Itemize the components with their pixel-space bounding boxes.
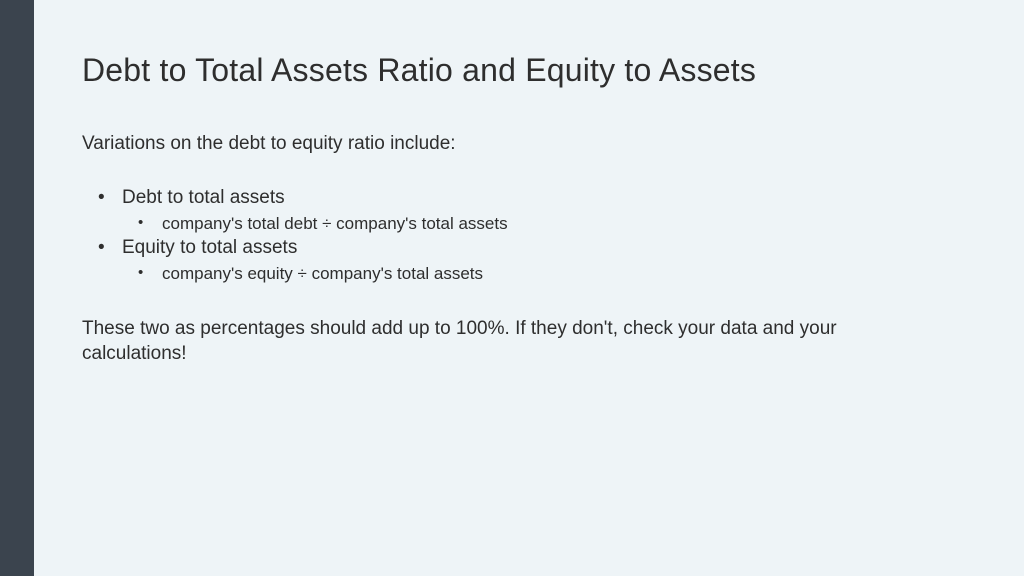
slide-title: Debt to Total Assets Ratio and Equity to… [82, 52, 964, 89]
bullet-list: Debt to total assets company's total deb… [82, 185, 964, 286]
slide-content: Debt to Total Assets Ratio and Equity to… [34, 0, 1024, 576]
sub-bullet-list: company's total debt ÷ company's total a… [122, 212, 964, 236]
sub-bullet-list: company's equity ÷ company's total asset… [122, 262, 964, 286]
bullet-item: Equity to total assets company's equity … [110, 235, 964, 285]
closing-text: These two as percentages should add up t… [82, 316, 902, 367]
sub-bullet-item: company's equity ÷ company's total asset… [150, 262, 964, 286]
bullet-label: Debt to total assets [122, 187, 285, 208]
intro-text: Variations on the debt to equity ratio i… [82, 133, 964, 155]
sub-bullet-item: company's total debt ÷ company's total a… [150, 212, 964, 236]
bullet-label: Equity to total assets [122, 237, 297, 258]
slide-sidebar [0, 0, 34, 576]
bullet-item: Debt to total assets company's total deb… [110, 185, 964, 235]
